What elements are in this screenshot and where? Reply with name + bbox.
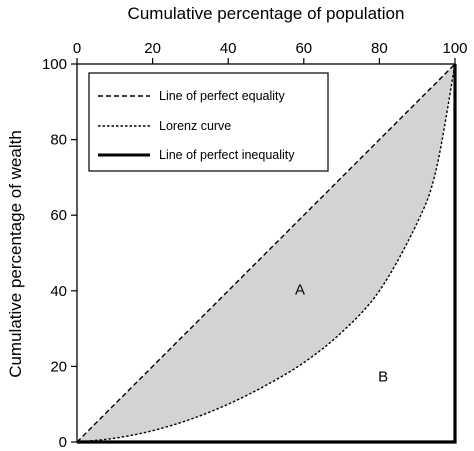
y-tick-label: 60 [50,207,67,224]
x-axis-title: Cumulative percentage of population [128,4,405,23]
x-tick-label: 40 [220,40,237,57]
legend-label-lorenz: Lorenz curve [159,119,231,133]
legend-label-inequality: Line of perfect inequality [159,148,295,162]
series-line-perfect-inequality [77,64,457,444]
legend: Line of perfect equality Lorenz curve Li… [88,72,329,172]
y-tick-label: 0 [59,434,67,451]
y-tick-label: 20 [50,358,67,375]
y-tick-label: 100 [42,56,67,73]
legend-label-equality: Line of perfect equality [159,89,286,103]
region-label-b: B [378,369,388,386]
plot-area: 0 20 40 60 80 100 0 20 40 60 80 100 A B [42,40,468,451]
y-axis-title: Cumulative percentage of wealth [6,130,25,378]
x-tick-label: 60 [295,40,312,57]
x-tick-label: 100 [442,40,467,57]
region-label-a: A [295,282,305,299]
series-line-perfect-equality [76,63,456,443]
series-lorenz-curve [76,63,456,443]
x-tick-label: 80 [371,40,388,57]
x-tick-label: 0 [73,40,81,57]
x-tick-label: 20 [144,40,161,57]
y-tick-label: 80 [50,132,67,149]
y-tick-label: 40 [50,283,67,300]
